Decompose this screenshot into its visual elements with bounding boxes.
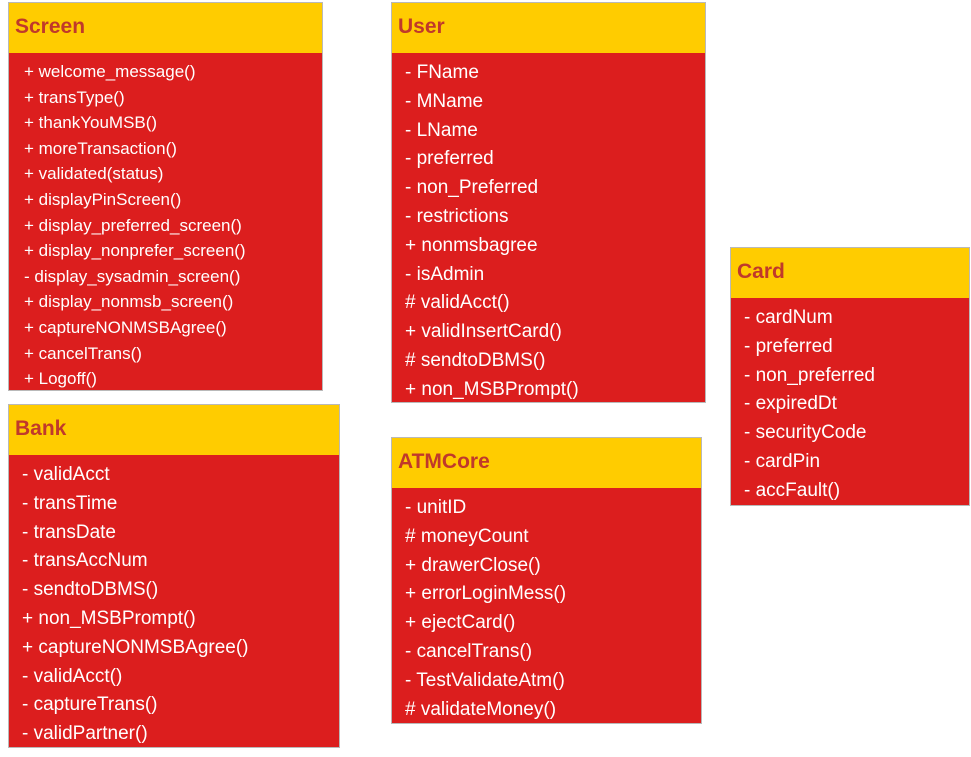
class-member: + non_MSBPrompt() [405,378,579,400]
class-name: Screen [9,3,322,53]
class-name: Bank [9,405,339,455]
class-member: - cardNum [744,307,833,328]
class-member: - transTime [22,492,118,514]
class-member: + transType() [24,87,125,107]
class-member: - unitID [405,497,467,518]
class-member: - validAcct [22,464,110,485]
class-member: + welcome_message() [24,62,196,81]
class-member: + thankYouMSB() [24,113,158,133]
class-member: + ejectCard() [405,612,516,634]
class-name: User [392,3,705,53]
class-member: - expiredDt [744,393,837,415]
class-member: + non_MSBPrompt() [22,607,196,629]
class-member: - isAdmin [405,263,485,285]
class-member: + displayPinScreen() [24,189,182,209]
class-members: - unitID # moneyCount + drawerClose() + err… [392,488,701,724]
class-members: - FName - MName - LName - preferred - non_Pr… [392,53,705,405]
class-member: - cardPin [744,450,821,472]
class-member: + moreTransaction() [24,138,177,158]
class-member: # validAcct() [405,292,510,314]
class-member: + errorLoginMess() [405,583,567,605]
class-members: + welcome_message() + transType() + thankY… [9,53,322,392]
class-members: - cardNum - preferred - non_preferred - exp… [731,298,969,506]
class-member: - non_Preferred [405,177,539,199]
class-atmcore: ATMCore - unitID # moneyCount + drawerClos… [391,437,702,724]
class-member: - FName [405,62,479,83]
class-member: - restrictions [405,205,509,227]
class-bank: Bank - validAcct - transTime - transDate - … [8,404,340,748]
class-member: - display_sysadmin_screen() [24,266,241,286]
class-member: + cancelTrans() [24,343,142,363]
class-member: + validInsertCard() [405,321,562,343]
class-member: - validAcct() [22,665,123,687]
class-member: - accFault() [744,479,841,501]
class-member: - securityCode [744,422,867,444]
class-member: + display_preferred_screen() [24,215,242,235]
class-member: + drawerClose() [405,554,541,576]
class-member: - transDate [22,521,116,543]
class-member: + nonmsbagree [405,234,538,256]
class-member: - TestValidateAtm() [405,669,565,691]
class-member: # sendtoDBMS() [405,349,546,371]
class-member: - MName [405,90,484,112]
class-member: - transAccNum [22,550,148,572]
class-card: Card - cardNum - preferred - non_preferred… [730,247,970,506]
class-name: Card [731,248,969,298]
class-member: - sendtoDBMS() [22,579,159,601]
class-member: + captureNONMSBAgree() [22,636,249,658]
class-member: - LName [405,119,478,141]
class-member: - non_preferred [744,364,875,386]
class-user: User - FName - MName - LName - preferred - n… [391,2,706,403]
class-member: # moneyCount [405,525,529,547]
class-members: - validAcct - transTime - transDate - trans… [9,455,339,749]
class-member: + validated(status) [24,164,164,184]
class-member: # validateMoney() [405,698,557,720]
class-screen: Screen + welcome_message() + transType() +… [8,2,323,391]
class-member: + display_nonmsb_screen() [24,292,234,312]
class-member: + captureNONMSBAgree() [24,317,227,337]
class-member: - preferred [744,335,833,357]
class-member: - captureTrans() [22,694,158,716]
class-member: - cancelTrans() [405,640,533,662]
class-member: + display_nonprefer_screen() [24,241,246,261]
class-name: ATMCore [392,438,701,488]
class-member: + Logoff() [24,369,97,389]
class-member: - validPartner() [22,723,148,745]
class-member: - preferred [405,148,494,170]
